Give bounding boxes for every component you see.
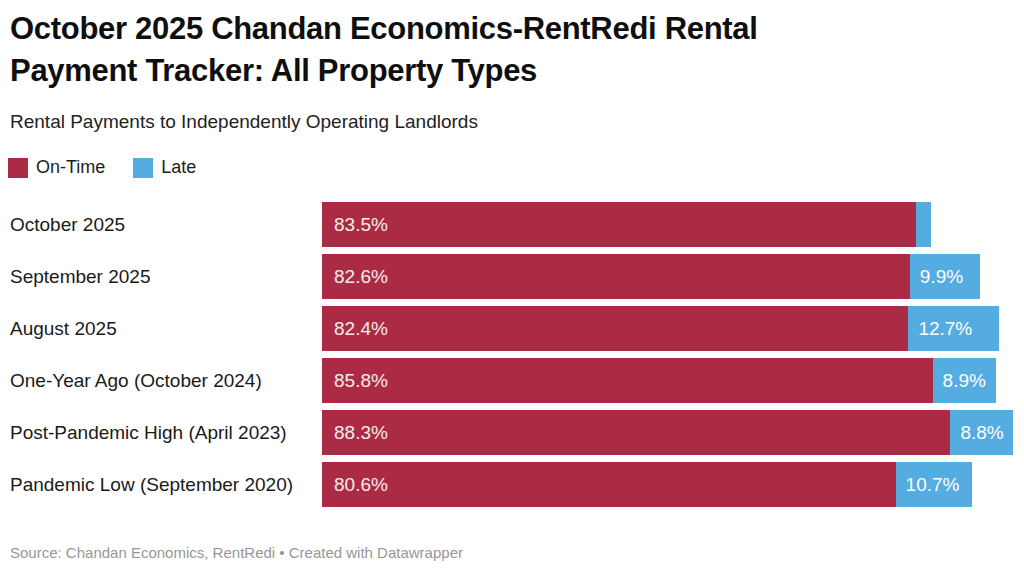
bar-segment-on-time: 88.3%: [322, 410, 950, 455]
chart-title-line1: October 2025 Chandan Economics-RentRedi …: [10, 8, 758, 50]
bar-segment-on-time: 80.6%: [322, 462, 896, 507]
bar-segment-on-time: 82.6%: [322, 254, 910, 299]
legend-item-on-time: On-Time: [8, 157, 105, 178]
bar-row: October 2025 83.5%: [0, 202, 1013, 247]
bar-value-label-late: 8.9%: [933, 370, 986, 392]
legend-label-on-time: On-Time: [36, 157, 105, 178]
bar-row: One-Year Ago (October 2024) 85.8% 8.9%: [0, 358, 1013, 403]
bar-value-label-late: 10.7%: [896, 474, 960, 496]
legend-swatch-late-icon: [133, 158, 153, 178]
bar-plot-area: 83.5%: [322, 202, 931, 247]
category-label: Pandemic Low (September 2020): [0, 462, 322, 507]
bar-value-label-on-time: 80.6%: [322, 474, 388, 496]
legend-label-late: Late: [161, 157, 196, 178]
bar-segment-on-time: 82.4%: [322, 306, 908, 351]
bar-value-label-on-time: 85.8%: [322, 370, 388, 392]
chart-title-line2: Payment Tracker: All Property Types: [10, 50, 758, 92]
bar-value-label-on-time: 82.6%: [322, 266, 388, 288]
bar-row: Pandemic Low (September 2020) 80.6% 10.7…: [0, 462, 1013, 507]
category-label: One-Year Ago (October 2024): [0, 358, 322, 403]
bar-plot-area: 82.6% 9.9%: [322, 254, 980, 299]
bar-plot-area: 88.3% 8.8%: [322, 410, 1013, 455]
bar-row: August 2025 82.4% 12.7%: [0, 306, 1013, 351]
bar-segment-on-time: 85.8%: [322, 358, 933, 403]
bar-value-label-on-time: 83.5%: [322, 214, 388, 236]
legend-swatch-on-time-icon: [8, 158, 28, 178]
bar-chart: October 2025 83.5% September 2025 82.6% …: [0, 202, 1013, 507]
bar-segment-late: 8.9%: [933, 358, 996, 403]
bar-value-label-on-time: 82.4%: [322, 318, 388, 340]
bar-plot-area: 85.8% 8.9%: [322, 358, 996, 403]
bar-row: September 2025 82.6% 9.9%: [0, 254, 1013, 299]
bar-segment-on-time: 83.5%: [322, 202, 916, 247]
source-attribution: Source: Chandan Economics, RentRedi • Cr…: [10, 544, 463, 561]
chart-subtitle: Rental Payments to Independently Operati…: [10, 111, 478, 133]
category-label: Post-Pandemic High (April 2023): [0, 410, 322, 455]
bar-value-label-late: 12.7%: [908, 318, 972, 340]
bar-segment-late: 8.8%: [950, 410, 1013, 455]
bar-plot-area: 82.4% 12.7%: [322, 306, 999, 351]
bar-segment-late: 10.7%: [896, 462, 972, 507]
category-label: September 2025: [0, 254, 322, 299]
category-label: October 2025: [0, 202, 322, 247]
chart-title: October 2025 Chandan Economics-RentRedi …: [10, 8, 758, 92]
bar-segment-late: 12.7%: [908, 306, 998, 351]
bar-segment-late: [916, 202, 931, 247]
chart-legend: On-Time Late: [8, 157, 196, 178]
category-label: August 2025: [0, 306, 322, 351]
bar-value-label-late: 9.9%: [910, 266, 963, 288]
legend-item-late: Late: [133, 157, 196, 178]
bar-row: Post-Pandemic High (April 2023) 88.3% 8.…: [0, 410, 1013, 455]
bar-plot-area: 80.6% 10.7%: [322, 462, 972, 507]
bar-value-label-late: 8.8%: [950, 422, 1003, 444]
bar-value-label-on-time: 88.3%: [322, 422, 388, 444]
bar-segment-late: 9.9%: [910, 254, 981, 299]
chart-card: October 2025 Chandan Economics-RentRedi …: [0, 0, 1024, 574]
